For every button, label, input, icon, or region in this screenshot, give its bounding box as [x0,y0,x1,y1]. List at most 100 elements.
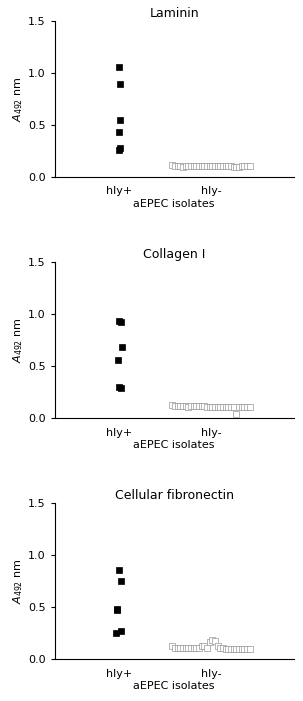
Point [189,161,194,172]
Point [234,643,239,654]
Point [239,161,244,172]
Point [186,161,191,172]
Point [237,162,241,173]
Point [226,402,231,413]
Point [239,643,244,654]
Point [205,642,209,653]
Title: Laminin: Laminin [149,7,199,20]
Point [181,401,185,412]
Point [229,161,234,172]
Point [207,402,212,413]
Point [215,402,220,413]
Point [199,401,204,412]
Point [170,160,175,171]
Point [116,144,121,155]
Point [116,354,121,365]
Point [223,643,228,654]
Point [213,402,218,413]
Point [231,162,236,173]
Point [226,161,231,172]
Point [186,402,191,413]
Point [114,627,119,639]
Point [221,161,225,172]
Point [247,402,252,413]
Point [189,401,194,412]
Point [242,161,247,172]
Point [118,79,123,90]
Point [202,401,207,412]
Y-axis label: $A_{492}$ nm: $A_{492}$ nm [11,76,25,122]
Point [218,642,223,653]
Point [231,402,236,413]
X-axis label: aEPEC isolates: aEPEC isolates [134,681,215,691]
Point [178,161,183,172]
Point [247,643,252,654]
Point [119,341,124,353]
Point [226,643,231,654]
Point [215,161,220,172]
Point [118,382,123,393]
Point [186,642,191,653]
Point [114,604,119,615]
Point [245,643,249,654]
Point [175,161,180,172]
Point [183,642,188,653]
Point [173,642,178,653]
Point [247,161,252,172]
Point [223,161,228,172]
Point [229,402,234,413]
Point [117,564,122,576]
Point [199,641,204,652]
Point [194,642,199,653]
Point [178,642,183,653]
Point [223,402,228,413]
Point [194,401,199,412]
Point [175,642,180,653]
Point [210,161,215,172]
Point [116,315,121,327]
Point [117,61,122,72]
Point [173,401,178,412]
Point [210,402,215,413]
Point [181,162,185,173]
Point [197,161,201,172]
Point [245,402,249,413]
Point [202,641,207,652]
Point [194,161,199,172]
Point [202,161,207,172]
Point [175,401,180,412]
Point [117,381,122,393]
Point [183,401,188,412]
Y-axis label: $A_{492}$ nm: $A_{492}$ nm [11,317,25,363]
Point [215,641,220,652]
Point [229,643,234,654]
X-axis label: aEPEC isolates: aEPEC isolates [134,440,215,450]
Point [237,402,241,413]
Point [218,402,223,413]
Point [239,402,244,413]
Point [242,402,247,413]
Point [114,604,119,615]
Point [231,643,236,654]
Point [117,126,122,137]
Point [234,408,239,419]
Point [210,634,215,646]
Point [218,161,223,172]
Point [170,400,175,411]
Point [119,317,124,328]
Point [181,642,185,653]
Point [191,161,196,172]
Point [170,641,175,652]
Point [117,114,122,125]
X-axis label: aEPEC isolates: aEPEC isolates [134,199,215,209]
Point [237,643,241,654]
Point [245,161,249,172]
Point [205,161,209,172]
Point [117,142,122,154]
Point [213,636,218,647]
Point [221,642,225,653]
Point [191,401,196,412]
Point [178,401,183,412]
Point [119,576,124,587]
Point [242,643,247,654]
